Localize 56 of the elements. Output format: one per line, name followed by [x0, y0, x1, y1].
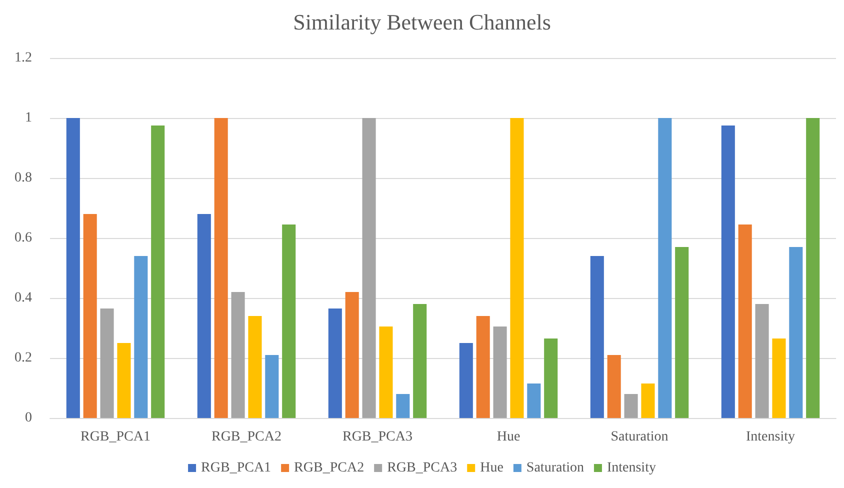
bar [197, 214, 211, 418]
legend-label: Saturation [526, 460, 584, 476]
y-tick-label: 0.4 [14, 290, 32, 306]
bar [721, 126, 735, 418]
bar [675, 247, 689, 418]
bar [459, 343, 473, 418]
x-tick-label: RGB_PCA1 [80, 430, 151, 444]
legend-label: RGB_PCA1 [201, 460, 272, 476]
bar [493, 326, 507, 418]
x-tick-label: RGB_PCA3 [342, 430, 413, 444]
bar [607, 355, 621, 418]
bar [151, 126, 165, 418]
bar [345, 292, 359, 418]
bar [100, 308, 114, 418]
y-tick-label: 0.8 [14, 170, 32, 186]
bar [379, 326, 393, 418]
x-tick-label: Hue [496, 430, 520, 444]
bar [214, 118, 228, 418]
bar [755, 304, 769, 418]
bar [544, 338, 558, 418]
chart-title: Similarity Between Channels [293, 10, 551, 34]
bar [282, 224, 296, 418]
bar [658, 118, 672, 418]
bar [738, 224, 752, 418]
y-tick-label: 0 [25, 410, 32, 426]
bar [476, 316, 490, 418]
bar [527, 384, 541, 418]
y-tick-label: 0.2 [14, 350, 32, 366]
bar [328, 308, 342, 418]
bar [641, 384, 655, 418]
bar [396, 394, 410, 418]
bar [248, 316, 262, 418]
x-tick-label: Intensity [746, 430, 795, 444]
bar [624, 394, 638, 418]
bar [806, 118, 820, 418]
bar [510, 118, 524, 418]
bar [789, 247, 803, 418]
bar [772, 338, 786, 418]
y-tick-label: 1.2 [14, 50, 32, 66]
bar [83, 214, 97, 418]
legend-label: Intensity [606, 460, 656, 476]
legend-label: Hue [480, 460, 504, 476]
bar [265, 355, 279, 418]
y-tick-label: 1 [25, 110, 32, 126]
bar [117, 343, 131, 418]
x-tick-label: Saturation [610, 430, 668, 444]
legend-label: RGB_PCA3 [387, 460, 458, 476]
legend-label: RGB_PCA2 [294, 460, 364, 476]
x-tick-label: RGB_PCA2 [211, 430, 282, 444]
bar [590, 256, 604, 418]
bar [413, 304, 427, 418]
bar [362, 118, 376, 418]
bar [231, 292, 245, 418]
bar [134, 256, 148, 418]
y-tick-label: 0.6 [14, 230, 32, 246]
bar [66, 118, 80, 418]
